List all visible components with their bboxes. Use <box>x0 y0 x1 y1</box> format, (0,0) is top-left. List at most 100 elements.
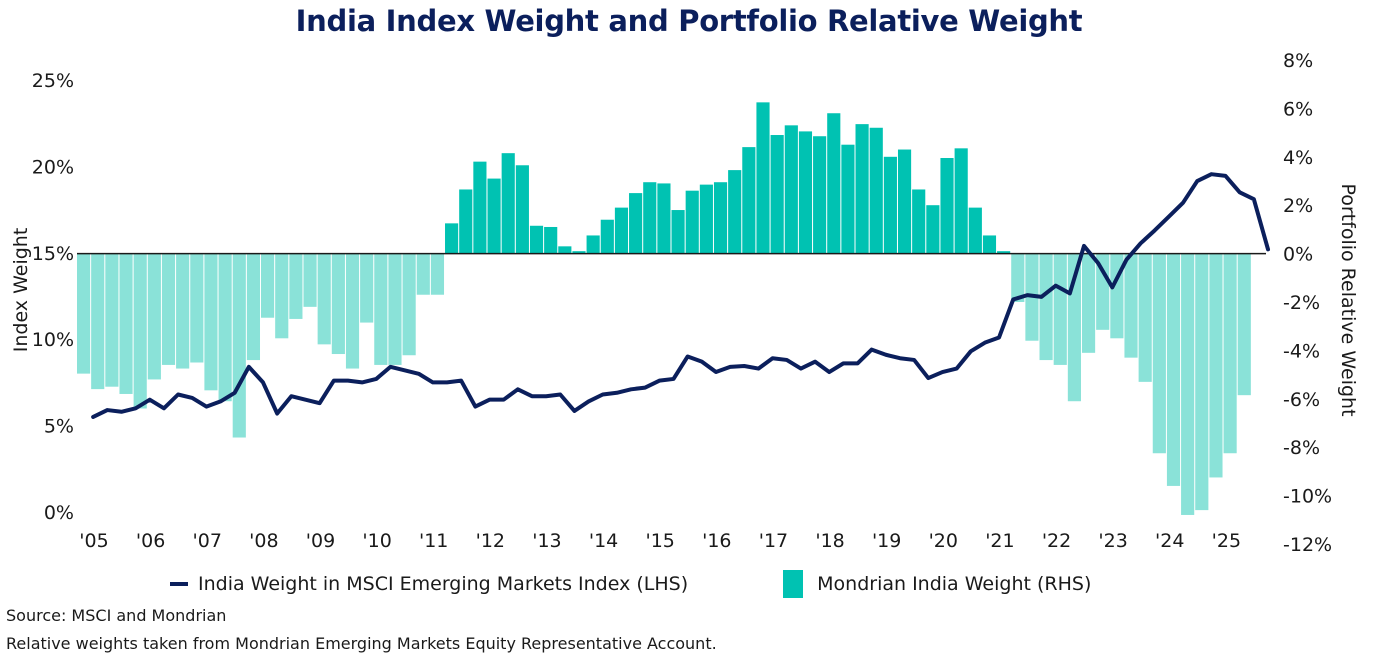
bar <box>331 253 345 355</box>
x-tick-label: '19 <box>872 530 901 552</box>
bar <box>968 207 982 254</box>
legend-line-swatch <box>170 582 188 586</box>
bar <box>544 226 558 254</box>
bar <box>1053 253 1067 365</box>
bar <box>926 205 940 254</box>
bar <box>572 251 586 254</box>
bar <box>629 193 643 254</box>
bar <box>1039 253 1053 361</box>
right-axis-title: Portfolio Relative Weight <box>1337 183 1359 416</box>
bar <box>473 161 487 254</box>
bar <box>869 127 883 254</box>
bar <box>912 189 926 254</box>
x-axis-ticks: '05 '06 '07 '08 '09 '10 '11 '12 '13 '14 '15 '16 '17 '… <box>79 530 1241 552</box>
x-tick-label: '25 <box>1212 530 1241 552</box>
right-axis-ticks: -12% -10% -8% -6% -4% -2% 0% 2% 4% 6% 8% <box>1283 50 1332 556</box>
right-tick-label: -8% <box>1283 437 1320 459</box>
bar <box>600 219 614 254</box>
bar <box>501 153 515 254</box>
bar <box>883 156 897 254</box>
left-tick-label: 5% <box>44 416 74 438</box>
right-tick-label: 2% <box>1283 195 1313 217</box>
bar <box>430 253 445 295</box>
bar <box>1081 253 1096 353</box>
bar <box>1138 253 1152 382</box>
bar <box>841 144 855 254</box>
bar <box>176 253 190 369</box>
bar <box>1195 253 1209 511</box>
x-tick-label: '20 <box>929 530 958 552</box>
x-tick-label: '18 <box>815 530 844 552</box>
right-tick-label: 8% <box>1283 50 1313 72</box>
legend-item-bar: Mondrian India Weight (RHS) <box>783 570 1091 598</box>
bar <box>360 253 374 323</box>
bar <box>586 235 600 254</box>
bar <box>77 253 91 374</box>
right-tick-label: -2% <box>1283 292 1320 314</box>
bar <box>119 253 133 394</box>
bar <box>558 246 572 254</box>
x-tick-label: '16 <box>702 530 731 552</box>
bar <box>218 253 232 402</box>
bar <box>133 253 147 409</box>
legend-bar-label: Mondrian India Weight (RHS) <box>817 573 1092 595</box>
right-tick-label: -4% <box>1283 340 1320 362</box>
bar <box>459 189 473 254</box>
bar <box>813 136 827 254</box>
x-tick-label: '23 <box>1098 530 1127 552</box>
bar <box>855 124 869 254</box>
x-tick-label: '24 <box>1155 530 1184 552</box>
right-tick-label: -12% <box>1283 534 1332 556</box>
bar <box>529 225 544 254</box>
legend-bar-swatch <box>783 570 804 598</box>
x-tick-label: '15 <box>645 530 674 552</box>
right-tick-label: 4% <box>1283 147 1313 169</box>
bar <box>770 135 784 254</box>
x-tick-label: '11 <box>419 530 448 552</box>
x-tick-label: '05 <box>79 530 108 552</box>
bar <box>982 235 997 254</box>
left-tick-label: 15% <box>32 243 74 265</box>
bar <box>416 253 430 295</box>
bar <box>402 253 416 356</box>
bar <box>827 113 841 254</box>
x-tick-label: '13 <box>532 530 561 552</box>
right-tick-label: 0% <box>1283 244 1313 266</box>
bar <box>515 165 529 254</box>
bar <box>997 251 1011 254</box>
source-note: Source: MSCI and Mondrian <box>6 606 227 625</box>
line-series <box>91 172 1270 419</box>
bar <box>1237 253 1251 396</box>
bar <box>303 253 317 307</box>
bar <box>275 253 289 339</box>
bar <box>954 148 968 254</box>
x-tick-label: '12 <box>476 530 505 552</box>
bar <box>261 253 275 318</box>
bar <box>671 210 685 254</box>
bar <box>897 149 912 254</box>
x-tick-label: '09 <box>306 530 335 552</box>
left-tick-label: 0% <box>44 502 74 524</box>
bar <box>756 102 770 254</box>
bar <box>204 253 218 391</box>
left-tick-label: 20% <box>32 156 74 178</box>
bar <box>1011 253 1025 302</box>
bar <box>317 253 331 345</box>
right-tick-label: -6% <box>1283 389 1320 411</box>
bar <box>742 147 756 254</box>
bar <box>91 253 105 390</box>
bar <box>685 190 699 254</box>
x-tick-label: '22 <box>1042 530 1071 552</box>
legend: India Weight in MSCI Emerging Markets In… <box>170 570 1091 598</box>
bar <box>643 182 657 254</box>
x-tick-label: '17 <box>759 530 788 552</box>
x-tick-label: '10 <box>362 530 391 552</box>
bar <box>940 158 954 254</box>
legend-item-line: India Weight in MSCI Emerging Markets In… <box>170 573 688 595</box>
methodology-note: Relative weights taken from Mondrian Eme… <box>6 634 717 653</box>
bar <box>487 178 501 254</box>
bar <box>246 253 261 361</box>
bar <box>1166 253 1181 486</box>
left-axis-title: Index Weight <box>10 228 32 353</box>
bar <box>614 207 629 254</box>
